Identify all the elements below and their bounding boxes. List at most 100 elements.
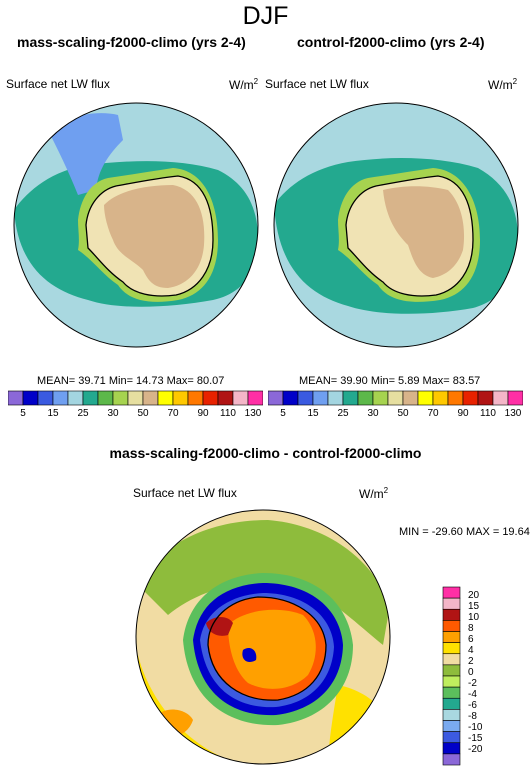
cb-label: 70 xyxy=(167,408,179,419)
cb-label: 5 xyxy=(20,408,26,419)
right-colorbar-labels: 5 15 25 30 50 70 90 110 130 xyxy=(268,408,523,422)
colorbar-swatch xyxy=(402,390,419,406)
cb-label: 4 xyxy=(468,645,474,656)
colorbar-swatch xyxy=(297,390,314,406)
colorbar-swatch xyxy=(442,586,461,599)
cb-label: 20 xyxy=(468,590,480,601)
cb-label: -2 xyxy=(468,678,477,689)
colorbar-swatch xyxy=(268,390,284,406)
colorbar-swatch xyxy=(442,642,461,655)
cb-label: 5 xyxy=(280,408,286,419)
colorbar-swatch xyxy=(442,597,461,610)
colorbar-swatch xyxy=(357,390,374,406)
left-stats: MEAN= 39.71 Min= 14.73 Max= 80.07 xyxy=(37,375,225,387)
cb-label: 30 xyxy=(107,408,119,419)
colorbar-swatch xyxy=(22,390,39,406)
left-colorbar-labels: 5 15 25 30 50 70 90 110 130 xyxy=(8,408,263,422)
cb-label: 90 xyxy=(197,408,209,419)
colorbar-swatch xyxy=(8,390,24,406)
colorbar-swatch xyxy=(442,753,461,766)
colorbar-swatch xyxy=(247,390,263,406)
cb-label: 110 xyxy=(480,408,496,419)
cb-label: 90 xyxy=(457,408,469,419)
colorbar-swatch xyxy=(372,390,389,406)
colorbar-swatch xyxy=(52,390,69,406)
diff-variable-label: Surface net LW flux xyxy=(133,486,237,500)
cb-label: 25 xyxy=(77,408,89,419)
colorbar-swatch xyxy=(417,390,434,406)
colorbar-swatch xyxy=(477,390,494,406)
diff-colorbar-labels: 20 15 10 8 6 4 2 0 -2 -4 -6 -8 -10 -15 -… xyxy=(468,590,518,766)
colorbar-swatch xyxy=(462,390,479,406)
diff-stats: MIN = -29.60 MAX = 19.64 xyxy=(399,526,530,538)
cb-label: -15 xyxy=(468,733,483,744)
season-title: DJF xyxy=(242,2,289,30)
colorbar-swatch xyxy=(172,390,189,406)
colorbar-swatch xyxy=(312,390,329,406)
colorbar-swatch xyxy=(442,664,461,677)
colorbar-swatch xyxy=(492,390,509,406)
colorbar-swatch xyxy=(112,390,129,406)
colorbar-swatch xyxy=(442,631,461,643)
colorbar-swatch xyxy=(442,731,461,744)
right-polar-map xyxy=(273,102,519,348)
cb-label: 15 xyxy=(47,408,59,419)
left-polar-map xyxy=(13,102,259,348)
colorbar-swatch xyxy=(442,742,461,755)
cb-label: 8 xyxy=(468,623,474,634)
diff-panel-title: mass-scaling-f2000-climo - control-f2000… xyxy=(109,445,422,461)
colorbar-swatch xyxy=(217,390,234,406)
left-colorbar xyxy=(8,390,263,406)
colorbar-swatch xyxy=(447,390,464,406)
colorbar-swatch xyxy=(442,709,461,721)
colorbar-swatch xyxy=(387,390,404,406)
colorbar-swatch xyxy=(442,653,461,666)
cb-label: -20 xyxy=(468,744,483,755)
cb-label: 10 xyxy=(468,612,480,623)
cb-label: 130 xyxy=(244,408,262,419)
right-units-label: W/m2 xyxy=(488,77,518,92)
colorbar-swatch xyxy=(432,390,449,406)
cb-label: 50 xyxy=(137,408,149,419)
colorbar-swatch xyxy=(67,390,84,406)
cb-label: 30 xyxy=(367,408,379,419)
colorbar-swatch xyxy=(127,390,144,406)
colorbar-swatch xyxy=(442,608,461,621)
cb-label: -10 xyxy=(468,722,483,733)
cb-label: 6 xyxy=(468,634,474,645)
colorbar-swatch xyxy=(142,390,159,406)
cb-label: 50 xyxy=(397,408,409,419)
colorbar-swatch xyxy=(442,720,461,732)
colorbar-swatch xyxy=(82,390,99,406)
colorbar-swatch xyxy=(232,390,249,406)
colorbar-swatch xyxy=(37,390,54,406)
colorbar-swatch xyxy=(442,620,461,632)
diff-colorbar xyxy=(442,586,461,766)
left-units-label: W/m2 xyxy=(229,77,259,92)
colorbar-swatch xyxy=(187,390,204,406)
colorbar-swatch xyxy=(442,686,461,699)
cb-label: 110 xyxy=(220,408,236,419)
cb-label: 15 xyxy=(468,601,480,612)
right-stats: MEAN= 39.90 Min= 5.89 Max= 83.57 xyxy=(299,375,481,387)
cb-label: 130 xyxy=(504,408,522,419)
colorbar-swatch xyxy=(327,390,344,406)
diff-polar-map xyxy=(135,509,391,765)
cb-label: -4 xyxy=(468,689,477,700)
left-variable-label: Surface net LW flux xyxy=(6,77,110,91)
cb-label: 0 xyxy=(468,667,474,678)
cb-label: 2 xyxy=(468,656,474,667)
colorbar-swatch xyxy=(282,390,299,406)
cb-label: -8 xyxy=(468,711,477,722)
cb-label: 25 xyxy=(337,408,349,419)
colorbar-swatch xyxy=(442,675,461,688)
right-variable-label: Surface net LW flux xyxy=(265,77,369,91)
colorbar-swatch xyxy=(442,697,461,710)
colorbar-swatch xyxy=(342,390,359,406)
cb-label: 70 xyxy=(427,408,439,419)
diff-units-label: W/m2 xyxy=(359,486,389,501)
cb-label: 15 xyxy=(307,408,319,419)
right-panel-title: control-f2000-climo (yrs 2-4) xyxy=(297,34,485,50)
colorbar-swatch xyxy=(97,390,114,406)
right-colorbar xyxy=(268,390,523,406)
